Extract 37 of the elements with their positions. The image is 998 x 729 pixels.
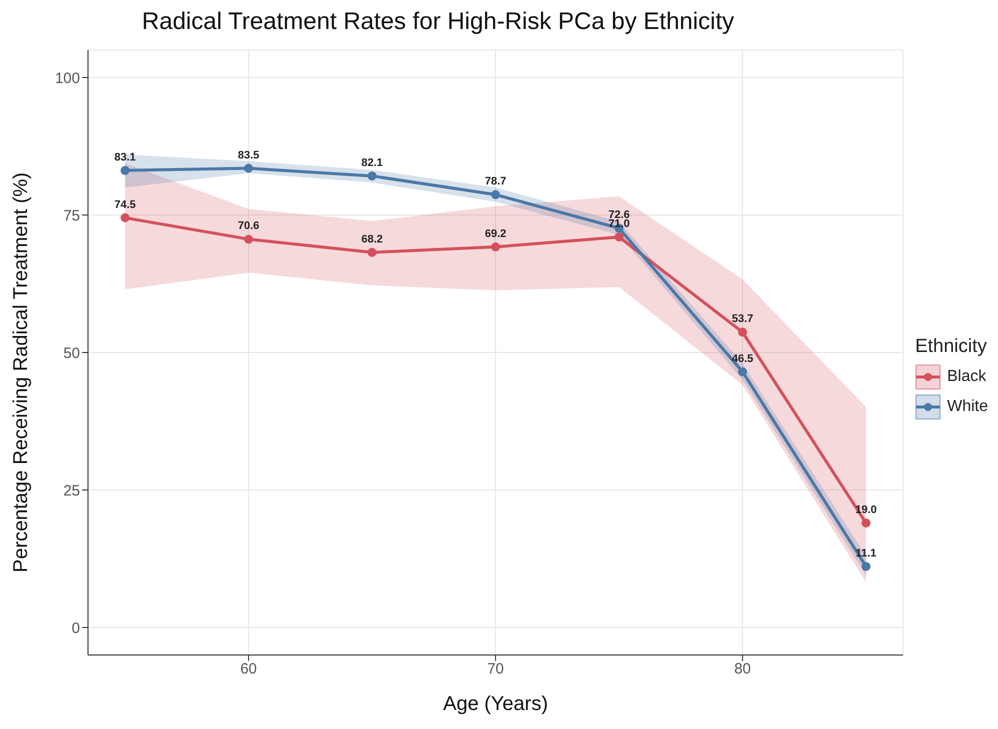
x-tick-label: 80: [734, 660, 751, 678]
point: [368, 248, 377, 257]
y-axis-title: Percentage Receiving Radical Treatment (%): [10, 172, 32, 572]
data-label: 46.5: [732, 352, 754, 365]
point: [491, 242, 500, 252]
y-tick-label: 100: [54, 70, 80, 87]
chart-title: Radical Treatment Rates for High-Risk PCa by Ethnicity: [140, 8, 736, 36]
data-label: 53.7: [732, 313, 754, 326]
y-tick-label: 50: [63, 344, 80, 362]
legend-label: Black: [947, 368, 986, 386]
data-label: 78.7: [484, 176, 506, 188]
point: [244, 234, 254, 244]
x-tick-label: 70: [487, 660, 504, 678]
y-tick-label: 75: [63, 207, 80, 224]
point: [491, 190, 500, 200]
point: [738, 367, 748, 376]
point: [120, 213, 130, 222]
data-label: 83.1: [114, 151, 136, 164]
data-label: 74.5: [114, 198, 136, 211]
data-label: 68.2: [361, 233, 383, 246]
point: [120, 166, 130, 175]
x-tick-label: 60: [240, 660, 257, 678]
data-label: 70.6: [238, 220, 260, 232]
legend-title: Ethnicity: [915, 336, 988, 358]
y-tick-label: 0: [72, 620, 80, 637]
point: [862, 562, 871, 571]
legend-label: White: [947, 398, 988, 416]
data-label: 82.1: [361, 156, 383, 169]
point: [862, 518, 871, 528]
data-label: 69.2: [484, 228, 506, 240]
point: [614, 232, 624, 242]
x-axis-title: Age (Years): [443, 693, 548, 715]
point: [738, 328, 748, 337]
point: [368, 171, 377, 180]
y-tick-label: 25: [63, 482, 80, 500]
point: [244, 164, 254, 173]
data-label: 83.5: [238, 149, 260, 162]
